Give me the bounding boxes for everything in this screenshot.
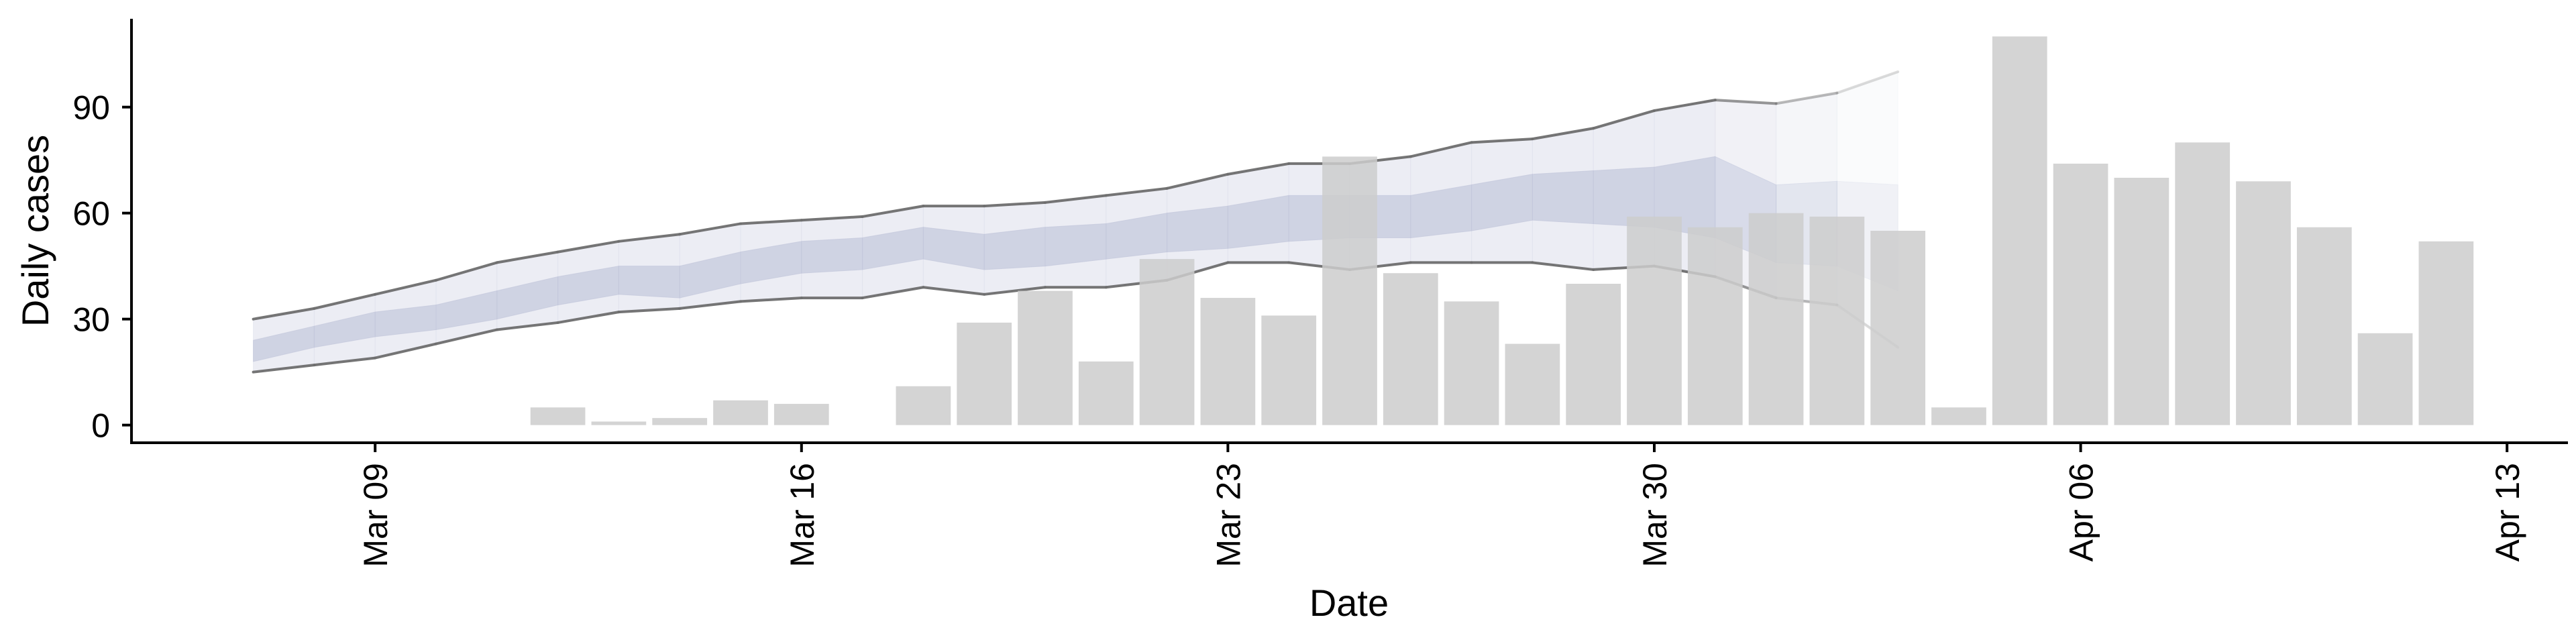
upper-bound-line-segment bbox=[1713, 99, 1778, 105]
bar bbox=[1687, 227, 1743, 425]
bar bbox=[2175, 142, 2231, 425]
bar bbox=[1809, 216, 1865, 425]
bar bbox=[1566, 284, 1621, 425]
upper-bound-line-segment bbox=[435, 261, 498, 282]
bar bbox=[1322, 156, 1377, 425]
upper-bound-line-segment bbox=[739, 219, 803, 225]
lower-bound-line-segment bbox=[435, 328, 498, 345]
upper-bound-line-segment bbox=[1774, 91, 1839, 105]
bar bbox=[1505, 343, 1560, 425]
bar bbox=[1992, 36, 2047, 425]
lower-bound-line-segment bbox=[922, 286, 986, 296]
lower-bound-line-segment bbox=[861, 286, 925, 300]
upper-bound-line-segment bbox=[861, 205, 925, 218]
lower-bound-line-segment bbox=[739, 297, 803, 303]
band-inner-segment bbox=[983, 227, 1046, 270]
upper-bound-line-segment bbox=[1531, 127, 1595, 141]
x-tick-label: Mar 16 bbox=[784, 463, 821, 568]
y-tick-label: 90 bbox=[72, 89, 110, 127]
upper-bound-line-segment bbox=[1835, 70, 1900, 95]
lower-bound-line-segment bbox=[374, 342, 437, 360]
bar bbox=[1870, 231, 1926, 425]
upper-bound-line-segment bbox=[1409, 141, 1473, 158]
bar bbox=[713, 400, 768, 425]
upper-bound-line-segment bbox=[495, 250, 559, 264]
bar bbox=[1931, 407, 1986, 425]
upper-bound-line-segment bbox=[1592, 109, 1656, 130]
bar bbox=[1018, 290, 1073, 425]
bar bbox=[1261, 315, 1317, 425]
bar bbox=[1627, 216, 1682, 425]
band-inner-segment bbox=[1044, 223, 1107, 267]
upper-bound-line-segment bbox=[252, 307, 316, 321]
lower-bound-line-segment bbox=[252, 364, 316, 374]
y-tick-label: 30 bbox=[72, 301, 110, 339]
upper-bound-line-segment bbox=[617, 233, 682, 243]
bar bbox=[2296, 227, 2352, 425]
upper-bound-line-segment bbox=[1044, 194, 1108, 204]
x-tick-label: Mar 09 bbox=[357, 463, 394, 568]
upper-bound-line-segment bbox=[1470, 138, 1534, 144]
upper-bound-line-segment bbox=[313, 292, 377, 310]
bar bbox=[591, 421, 647, 425]
y-tick-label: 60 bbox=[72, 195, 110, 233]
lower-bound-line-segment bbox=[313, 356, 377, 367]
upper-bound-line-segment bbox=[1104, 186, 1169, 197]
bar bbox=[2357, 333, 2413, 425]
bar bbox=[2236, 181, 2291, 425]
upper-bound-line-segment bbox=[800, 215, 864, 222]
band-inner-segment bbox=[618, 266, 680, 299]
x-axis-title: Date bbox=[1309, 582, 1389, 624]
band-inner-segment bbox=[1167, 205, 1228, 253]
bar bbox=[652, 418, 708, 425]
x-tick-label: Mar 30 bbox=[1636, 463, 1674, 568]
bar bbox=[1383, 273, 1438, 425]
bar bbox=[1200, 298, 1256, 425]
bar bbox=[1139, 259, 1195, 425]
lower-bound-line-segment bbox=[983, 286, 1046, 296]
bar bbox=[1078, 361, 1134, 425]
upper-bound-line-segment bbox=[678, 222, 742, 236]
x-tick-label: Apr 06 bbox=[2063, 463, 2100, 561]
lower-bound-line-segment bbox=[617, 307, 682, 314]
bar bbox=[1444, 301, 1499, 425]
y-axis-title: Daily cases bbox=[14, 135, 56, 327]
bar bbox=[896, 386, 951, 425]
upper-bound-line-segment bbox=[1226, 162, 1291, 176]
bars-layer bbox=[530, 36, 2474, 425]
axes-layer bbox=[130, 19, 2568, 444]
upper-bound-line-segment bbox=[983, 201, 1046, 208]
y-tick-label: 0 bbox=[91, 407, 110, 445]
bar bbox=[530, 407, 586, 425]
bar bbox=[957, 322, 1012, 425]
band-inner-segment bbox=[801, 237, 863, 274]
lower-bound-line-segment bbox=[678, 300, 742, 310]
bar bbox=[2114, 178, 2169, 425]
lower-bound-line-segment bbox=[556, 311, 621, 324]
upper-bound-line-segment bbox=[374, 278, 437, 296]
upper-bound-line-segment bbox=[1165, 172, 1230, 190]
x-tick-label: Apr 13 bbox=[2489, 463, 2526, 561]
bar bbox=[1748, 213, 1804, 425]
upper-bound-line-segment bbox=[556, 239, 621, 254]
bar bbox=[2053, 163, 2108, 425]
upper-bound-line-segment bbox=[1653, 99, 1717, 112]
lower-bound-line-segment bbox=[495, 321, 559, 331]
band-inner-segment bbox=[1532, 170, 1594, 224]
x-tick-label: Mar 23 bbox=[1210, 463, 1247, 568]
bar bbox=[2418, 241, 2474, 425]
ticks-layer: 0 30 60 90 Mar 09 Mar 16 Mar 23 Mar 30 Apr 06 Apr… bbox=[72, 89, 2526, 568]
bar bbox=[773, 404, 829, 425]
lower-bound-line-segment bbox=[1531, 261, 1595, 271]
